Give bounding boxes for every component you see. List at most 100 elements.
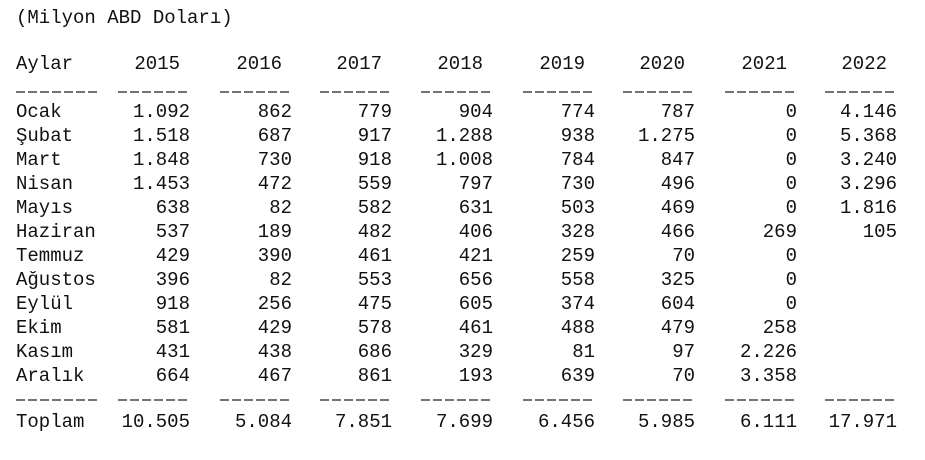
value-cell: 2.226: [739, 341, 797, 363]
value-cell: 1.453: [132, 173, 190, 195]
value-cell: 3.240: [839, 149, 897, 171]
value-cell: 797: [458, 173, 493, 195]
value-cell: 918: [357, 149, 392, 171]
value-cell: 1.518: [132, 125, 190, 147]
value-cell: 1.008: [435, 149, 493, 171]
value-cell: 581: [155, 317, 190, 339]
value-cell: 467: [257, 365, 292, 387]
value-cell: 0: [785, 125, 797, 147]
value-cell: 374: [560, 293, 595, 315]
month-cell: Temmuz: [16, 245, 85, 267]
value-cell: 787: [660, 101, 695, 123]
value-cell: 904: [458, 101, 493, 123]
value-cell: 631: [458, 197, 493, 219]
value-cell: 189: [257, 221, 292, 243]
value-cell: 328: [560, 221, 595, 243]
value-cell: 656: [458, 269, 493, 291]
value-cell: 105: [862, 221, 897, 243]
month-cell: Ekim: [16, 317, 62, 339]
month-cell: Haziran: [16, 221, 96, 243]
value-cell: 479: [660, 317, 695, 339]
total-cell: 10.505: [121, 411, 190, 433]
total-cell: 17.971: [828, 411, 897, 433]
month-cell: Mart: [16, 149, 62, 171]
value-cell: 396: [155, 269, 190, 291]
value-cell: 0: [785, 173, 797, 195]
column-header: 2019: [539, 53, 585, 75]
value-cell: 687: [257, 125, 292, 147]
value-cell: 258: [762, 317, 797, 339]
value-cell: 1.848: [132, 149, 190, 171]
value-cell: 3.296: [839, 173, 897, 195]
value-cell: 779: [357, 101, 392, 123]
value-cell: 861: [357, 365, 392, 387]
value-cell: 847: [660, 149, 695, 171]
value-cell: 0: [785, 293, 797, 315]
value-cell: 0: [785, 269, 797, 291]
total-cell: 7.699: [435, 411, 493, 433]
value-cell: 1.288: [435, 125, 493, 147]
value-cell: 466: [660, 221, 695, 243]
month-cell: Aralık: [16, 365, 85, 387]
value-cell: 431: [155, 341, 190, 363]
value-cell: 429: [155, 245, 190, 267]
value-cell: 329: [458, 341, 493, 363]
column-header: 2021: [741, 53, 787, 75]
value-cell: 0: [785, 245, 797, 267]
value-cell: 461: [458, 317, 493, 339]
value-cell: 558: [560, 269, 595, 291]
value-cell: 578: [357, 317, 392, 339]
column-header: 2022: [841, 53, 887, 75]
value-cell: 918: [155, 293, 190, 315]
value-cell: 1.092: [132, 101, 190, 123]
value-cell: 553: [357, 269, 392, 291]
value-cell: 390: [257, 245, 292, 267]
value-cell: 0: [785, 197, 797, 219]
total-cell: 5.084: [234, 411, 292, 433]
value-cell: 429: [257, 317, 292, 339]
value-cell: 461: [357, 245, 392, 267]
value-cell: 269: [762, 221, 797, 243]
value-cell: 0: [785, 101, 797, 123]
month-cell: Nisan: [16, 173, 74, 195]
value-cell: 1.816: [839, 197, 897, 219]
value-cell: 559: [357, 173, 392, 195]
value-cell: 0: [785, 149, 797, 171]
value-cell: 496: [660, 173, 695, 195]
month-cell: Mayıs: [16, 197, 74, 219]
value-cell: 638: [155, 197, 190, 219]
value-cell: 488: [560, 317, 595, 339]
value-cell: 730: [257, 149, 292, 171]
value-cell: 438: [257, 341, 292, 363]
value-cell: 81: [572, 341, 595, 363]
value-cell: 482: [357, 221, 392, 243]
value-cell: 475: [357, 293, 392, 315]
value-cell: 686: [357, 341, 392, 363]
value-cell: 605: [458, 293, 493, 315]
value-cell: 639: [560, 365, 595, 387]
value-cell: 193: [458, 365, 493, 387]
unit-note: (Milyon ABD Doları): [16, 7, 233, 29]
value-cell: 97: [672, 341, 695, 363]
total-label: Toplam: [16, 411, 85, 433]
value-cell: 70: [672, 245, 695, 267]
month-cell: Kasım: [16, 341, 74, 363]
value-cell: 938: [560, 125, 595, 147]
total-cell: 7.851: [334, 411, 392, 433]
value-cell: 5.368: [839, 125, 897, 147]
value-cell: 406: [458, 221, 493, 243]
value-cell: 4.146: [839, 101, 897, 123]
value-cell: 82: [269, 269, 292, 291]
value-cell: 1.275: [637, 125, 695, 147]
value-cell: 582: [357, 197, 392, 219]
value-cell: 774: [560, 101, 595, 123]
value-cell: 664: [155, 365, 190, 387]
value-cell: 917: [357, 125, 392, 147]
total-cell: 6.456: [537, 411, 595, 433]
total-cell: 6.111: [739, 411, 797, 433]
value-cell: 469: [660, 197, 695, 219]
column-header: 2020: [639, 53, 685, 75]
column-header: 2017: [336, 53, 382, 75]
